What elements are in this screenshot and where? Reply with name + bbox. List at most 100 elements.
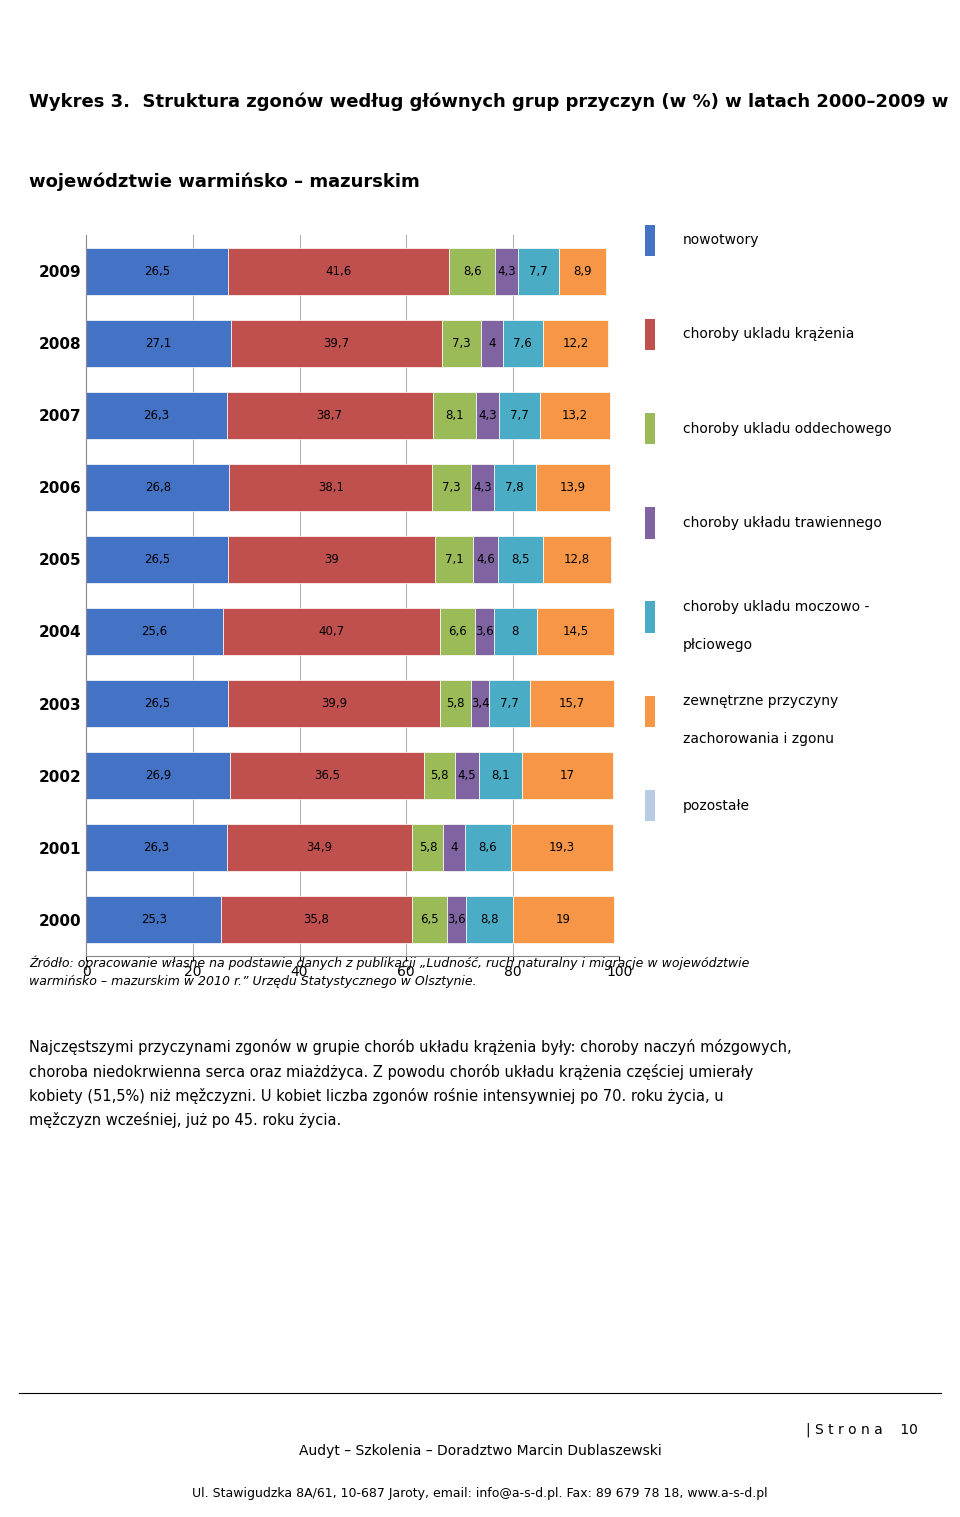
Bar <box>494 608 537 655</box>
Text: 19,3: 19,3 <box>549 840 575 854</box>
Text: 26,3: 26,3 <box>143 840 170 854</box>
Text: 4: 4 <box>488 337 495 350</box>
Bar <box>513 897 613 944</box>
FancyBboxPatch shape <box>645 319 655 350</box>
Text: 39: 39 <box>324 552 339 566</box>
Text: 5,8: 5,8 <box>430 769 449 783</box>
Bar <box>229 464 432 511</box>
Text: 39,9: 39,9 <box>321 696 347 710</box>
Bar <box>86 391 227 438</box>
Bar <box>228 680 441 727</box>
Bar <box>466 897 513 944</box>
Text: 7,3: 7,3 <box>452 337 471 350</box>
Bar <box>502 320 543 367</box>
Text: Ul. Stawigudzka 8A/61, 10-687 Jaroty, email: info@a-s-d.pl. Fax: 89 679 78 18, w: Ul. Stawigudzka 8A/61, 10-687 Jaroty, em… <box>192 1487 768 1500</box>
Text: 3,6: 3,6 <box>446 913 466 927</box>
Bar <box>495 247 518 294</box>
Bar <box>86 320 230 367</box>
Bar <box>227 391 433 438</box>
Bar <box>221 897 412 944</box>
Bar <box>490 680 530 727</box>
Text: 15,7: 15,7 <box>559 696 585 710</box>
Text: 26,9: 26,9 <box>145 769 171 783</box>
Text: 25,6: 25,6 <box>141 625 168 639</box>
Text: 5,8: 5,8 <box>419 840 437 854</box>
Bar <box>412 897 446 944</box>
Bar <box>444 824 465 871</box>
FancyBboxPatch shape <box>645 601 655 633</box>
Bar <box>413 824 444 871</box>
Text: zachorowania i zgonu: zachorowania i zgonu <box>683 733 833 746</box>
Bar <box>86 464 229 511</box>
Text: 3,4: 3,4 <box>470 696 490 710</box>
FancyBboxPatch shape <box>645 507 655 539</box>
Bar <box>530 680 613 727</box>
Text: 8: 8 <box>512 625 519 639</box>
Text: 6,6: 6,6 <box>448 625 467 639</box>
Text: 34,9: 34,9 <box>306 840 332 854</box>
Bar <box>559 247 607 294</box>
Text: 26,8: 26,8 <box>145 481 171 495</box>
Text: 26,5: 26,5 <box>144 264 170 278</box>
Text: 39,7: 39,7 <box>324 337 349 350</box>
Text: 7,3: 7,3 <box>443 481 461 495</box>
Bar <box>518 247 559 294</box>
Bar <box>536 464 610 511</box>
Text: 4,6: 4,6 <box>476 552 494 566</box>
Text: 8,5: 8,5 <box>511 552 530 566</box>
Bar <box>537 608 613 655</box>
Text: 7,8: 7,8 <box>506 481 524 495</box>
Bar <box>540 391 611 438</box>
Text: nowotwory: nowotwory <box>683 234 759 247</box>
Text: choroby ukladu krążenia: choroby ukladu krążenia <box>683 328 854 341</box>
Text: 4,3: 4,3 <box>478 408 496 422</box>
Bar <box>543 320 608 367</box>
Text: 26,5: 26,5 <box>144 552 170 566</box>
Text: Wykres 3.  Struktura zgonów według głównych grup przyczyn (w %) w latach 2000–20: Wykres 3. Struktura zgonów według główny… <box>29 93 948 111</box>
Text: 38,7: 38,7 <box>317 408 343 422</box>
Bar <box>440 608 475 655</box>
Text: 8,1: 8,1 <box>492 769 510 783</box>
Bar <box>449 247 495 294</box>
Bar <box>543 536 612 583</box>
Bar <box>227 824 413 871</box>
Text: choroby ukladu oddechowego: choroby ukladu oddechowego <box>683 422 892 435</box>
Text: 19: 19 <box>556 913 571 927</box>
Text: 13,2: 13,2 <box>562 408 588 422</box>
Text: 36,5: 36,5 <box>314 769 340 783</box>
Text: 40,7: 40,7 <box>318 625 345 639</box>
Bar <box>471 680 490 727</box>
Bar <box>471 464 494 511</box>
Text: 8,6: 8,6 <box>478 840 497 854</box>
Text: 8,9: 8,9 <box>573 264 592 278</box>
Text: | S t r o n a    10: | S t r o n a 10 <box>806 1423 919 1438</box>
Text: 4,3: 4,3 <box>497 264 516 278</box>
Bar <box>86 536 228 583</box>
Bar <box>479 752 522 799</box>
Text: 35,8: 35,8 <box>303 913 329 927</box>
Bar <box>229 752 424 799</box>
Text: 38,1: 38,1 <box>318 481 344 495</box>
Bar <box>223 608 440 655</box>
Text: 4: 4 <box>450 840 458 854</box>
Text: 12,8: 12,8 <box>564 552 590 566</box>
Text: choroby układu trawiennego: choroby układu trawiennego <box>683 516 881 529</box>
Bar <box>446 897 466 944</box>
Bar <box>481 320 502 367</box>
Bar <box>433 391 476 438</box>
Bar <box>473 536 497 583</box>
Bar <box>499 391 540 438</box>
Bar <box>86 824 227 871</box>
Text: 7,7: 7,7 <box>510 408 529 422</box>
Bar <box>497 536 543 583</box>
FancyBboxPatch shape <box>645 696 655 727</box>
Text: choroby ukladu moczowo -: choroby ukladu moczowo - <box>683 599 869 614</box>
FancyBboxPatch shape <box>645 790 655 821</box>
Bar <box>86 897 221 944</box>
Bar <box>432 464 471 511</box>
Text: płciowego: płciowego <box>683 639 753 652</box>
Text: 25,3: 25,3 <box>141 913 167 927</box>
Text: 41,6: 41,6 <box>325 264 351 278</box>
Text: 14,5: 14,5 <box>563 625 588 639</box>
Text: 3,6: 3,6 <box>475 625 493 639</box>
